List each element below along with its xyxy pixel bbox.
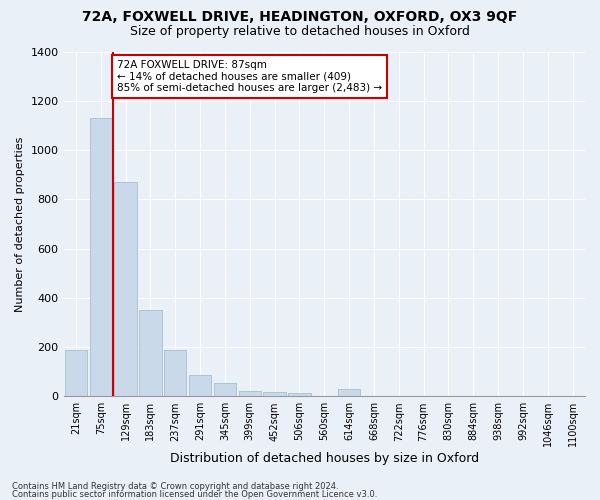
Text: Size of property relative to detached houses in Oxford: Size of property relative to detached ho… xyxy=(130,25,470,38)
Bar xyxy=(139,310,161,396)
Bar xyxy=(164,350,187,397)
Text: Contains public sector information licensed under the Open Government Licence v3: Contains public sector information licen… xyxy=(12,490,377,499)
Bar xyxy=(263,392,286,396)
Y-axis label: Number of detached properties: Number of detached properties xyxy=(15,136,25,312)
Bar xyxy=(239,391,261,396)
Text: 72A FOXWELL DRIVE: 87sqm
← 14% of detached houses are smaller (409)
85% of semi-: 72A FOXWELL DRIVE: 87sqm ← 14% of detach… xyxy=(117,60,382,94)
Bar xyxy=(338,390,360,396)
Bar xyxy=(189,374,211,396)
Text: Contains HM Land Registry data © Crown copyright and database right 2024.: Contains HM Land Registry data © Crown c… xyxy=(12,482,338,491)
Bar xyxy=(214,384,236,396)
Bar xyxy=(115,182,137,396)
Bar xyxy=(288,392,311,396)
Bar xyxy=(89,118,112,396)
X-axis label: Distribution of detached houses by size in Oxford: Distribution of detached houses by size … xyxy=(170,452,479,465)
Text: 72A, FOXWELL DRIVE, HEADINGTON, OXFORD, OX3 9QF: 72A, FOXWELL DRIVE, HEADINGTON, OXFORD, … xyxy=(82,10,518,24)
Bar xyxy=(65,350,87,397)
